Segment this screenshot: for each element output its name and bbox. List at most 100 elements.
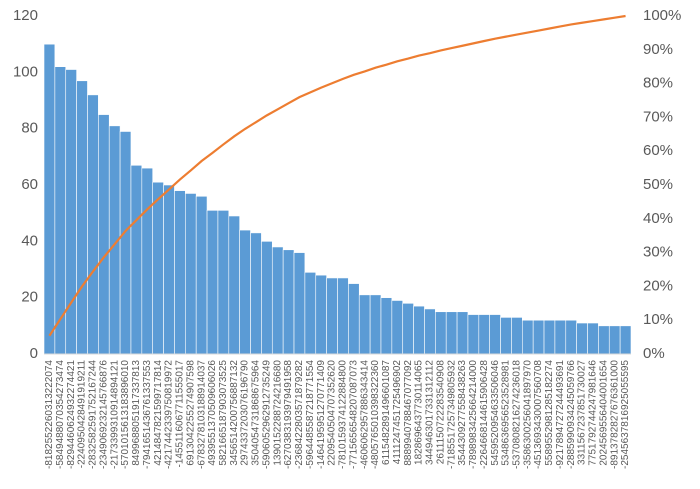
x-tick-label: -8913782827676361000 [609, 360, 620, 469]
bar [532, 319, 545, 355]
x-tick-label: 5348636956523528981 [501, 360, 512, 466]
y-tick-label: 120 [13, 7, 38, 24]
y2-tick-label: 60% [643, 142, 673, 159]
bar [152, 181, 164, 355]
y2-tick-label: 100% [643, 7, 681, 24]
bar [391, 300, 404, 355]
bar [489, 314, 501, 355]
x-tick-label: 2974337203076196790 [240, 360, 251, 466]
bar [174, 190, 186, 355]
x-tick-label: -2349069232145766876 [98, 360, 109, 469]
x-tick-label: 3456514200756887132 [229, 360, 240, 466]
bar [43, 43, 56, 355]
bar [54, 66, 67, 355]
line [48, 14, 626, 337]
y2-tick-label: 80% [643, 75, 673, 92]
bar [337, 277, 349, 355]
x-tick-label: 8889940788467077092 [403, 360, 414, 466]
y2-tick-label: 0% [643, 345, 665, 362]
bar [521, 319, 534, 355]
x-tick-label: 6913042255274907598 [185, 360, 196, 466]
x-tick-label: 2611150722283540908 [435, 360, 446, 465]
y-tick-label: 0 [30, 345, 38, 362]
x-tick-label: 6115482891496601087 [381, 360, 392, 465]
x-tick-label: -7185517257349805932 [446, 360, 457, 469]
bar [163, 184, 175, 355]
x-tick-label: -2368422803571879282 [294, 360, 305, 469]
x-tick-label: 4111247451725496902 [392, 360, 403, 465]
x-tick-label: -4513693430007560708 [533, 360, 544, 469]
x-tick-label: 2209540504707352620 [327, 360, 338, 466]
x-tick-label: -2885990934245059766 [566, 360, 577, 469]
bar [543, 319, 556, 355]
bar [402, 302, 414, 355]
bar [369, 294, 382, 355]
bar [500, 317, 512, 355]
x-tick-label: -5906052962912735249 [261, 360, 272, 469]
x-tick-label: 3449463017331312112 [425, 360, 436, 465]
x-tick-label: -2240950428491919211 [77, 360, 88, 469]
bar [326, 277, 338, 355]
x-tick-label: -5701015613183896010 [120, 360, 131, 469]
x-tick-label: -2173399310914894121 [109, 360, 120, 469]
bar [315, 274, 327, 355]
y-tick-label: 100 [13, 63, 38, 80]
bar [141, 167, 154, 355]
bar [576, 322, 588, 355]
bar [511, 317, 523, 355]
bar [130, 164, 143, 355]
x-tick-label: -4217442339750819972 [164, 360, 175, 469]
y2-tick-label: 50% [643, 176, 673, 193]
bar [119, 131, 132, 355]
x-tick-label: 5821665187903073525 [218, 360, 229, 466]
x-tick-label: 2024569556404001654 [598, 360, 609, 466]
bar [598, 325, 610, 355]
bar [195, 195, 208, 355]
bar [87, 94, 99, 355]
x-tick-label: -4805765010398322360 [370, 360, 381, 469]
x-tick-label: 1390152288724216680 [272, 360, 283, 466]
bar [587, 322, 599, 355]
bar [358, 294, 371, 355]
bar [348, 283, 360, 355]
x-tick-label: 7751792744247981646 [588, 360, 599, 466]
bar [261, 241, 273, 355]
x-tick-label: 5459520954633506046 [490, 360, 501, 466]
x-tick-label: 1828696437730114065 [414, 360, 425, 465]
bar [228, 215, 240, 355]
x-tick-label: -7715656548207087073 [348, 360, 359, 469]
y2-tick-label: 90% [643, 41, 673, 58]
x-tick-label: -1455116067711555017 [175, 360, 186, 468]
x-tick-label: 3504054731868675964 [251, 360, 262, 466]
x-tick-label: 8499688051917337813 [131, 360, 142, 466]
y2-tick-label: 30% [643, 244, 673, 261]
bar [282, 249, 295, 355]
x-tick-label: 4939551370509606026 [207, 360, 218, 466]
x-tick-label: -7898983425664214000 [468, 360, 479, 469]
x-tick-label: -3586300256041897970 [522, 360, 533, 469]
bar [206, 210, 219, 355]
bar [435, 311, 447, 355]
bar [565, 319, 577, 355]
x-tick-label: -2545637816925055595 [620, 360, 631, 469]
bar [293, 252, 306, 355]
x-tick-label: -8294460624932274421 [66, 360, 77, 469]
x-tick-label: -6270383193979491958 [283, 360, 294, 469]
x-tick-label: 5589552981285182274 [544, 360, 555, 466]
x-tick-label: -6783278103188914037 [196, 360, 207, 469]
bar [424, 308, 436, 355]
bar [413, 305, 425, 355]
y2-tick-label: 10% [643, 311, 673, 328]
bar [217, 210, 230, 355]
x-tick-label: -5964485587218771554 [305, 360, 316, 469]
bar [65, 69, 77, 355]
x-tick-label: -2832582591752167244 [88, 360, 99, 469]
bar [478, 314, 490, 355]
x-tick-label: -1464195951270771409 [316, 360, 327, 469]
y2-tick-label: 40% [643, 210, 673, 227]
x-tick-label: -8182552260313222074 [44, 360, 55, 469]
bar [76, 80, 88, 355]
x-tick-label: 4214847821599717814 [153, 360, 164, 466]
bar [467, 314, 480, 355]
